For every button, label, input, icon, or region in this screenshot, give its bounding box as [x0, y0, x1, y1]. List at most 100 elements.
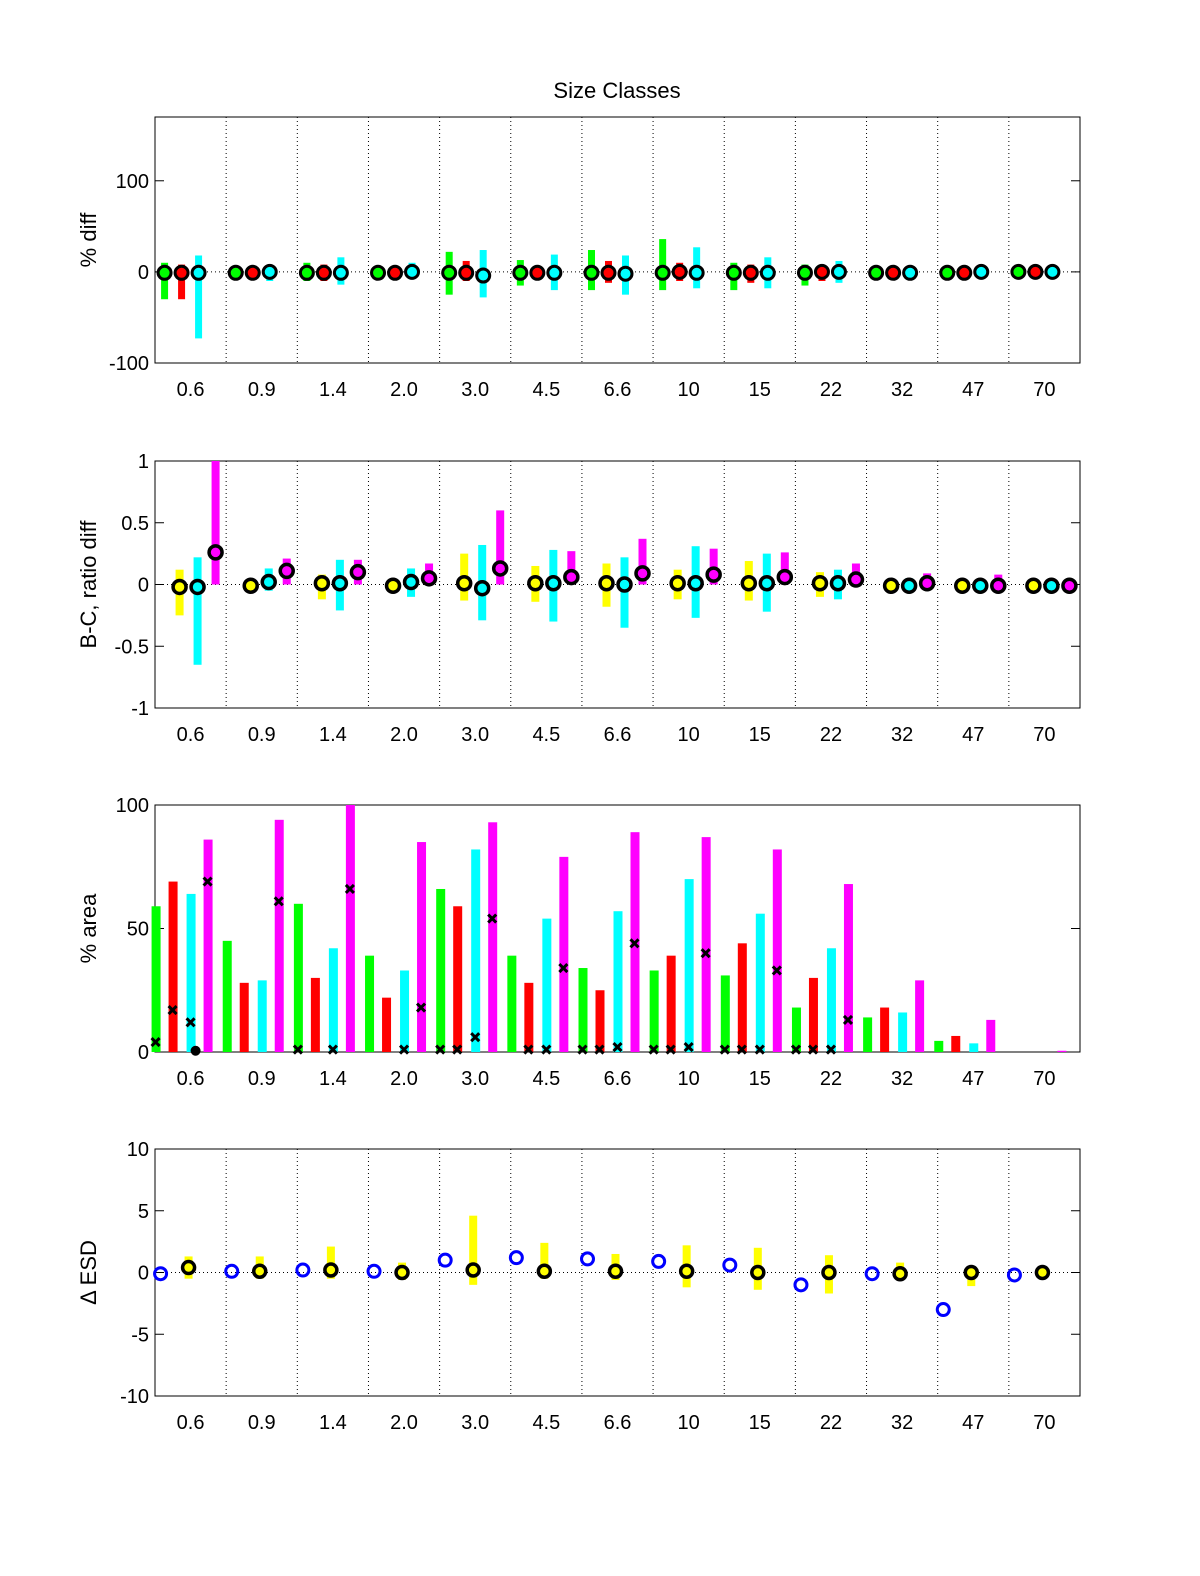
- x-marker: [167, 1004, 178, 1016]
- data-point: [811, 575, 829, 592]
- x-marker: [415, 1002, 427, 1013]
- data-point: [813, 263, 830, 280]
- dot-marker: [190, 1045, 201, 1056]
- x-marker: [594, 1044, 605, 1055]
- bar: [542, 918, 552, 1052]
- bar: [488, 822, 498, 1052]
- bar: [986, 1019, 996, 1052]
- bar: [257, 980, 267, 1052]
- panel-pct-diff: -100 0 100 0.6 0.9 1.4 2.0 3.0 4.5 6.6 10 15 22 32 47 7…: [76, 116, 1081, 401]
- x-tick-label: 0.9: [248, 1412, 276, 1434]
- data-point: [972, 577, 989, 594]
- data-point: [512, 264, 529, 281]
- data-point: [583, 264, 600, 281]
- x-marker: [807, 1044, 819, 1055]
- bar: [613, 911, 623, 1052]
- data-point: [776, 568, 794, 586]
- data-point: [171, 578, 188, 596]
- bar: [559, 856, 569, 1052]
- data-point: [384, 577, 402, 594]
- x-tick-label: 1.4: [319, 1412, 347, 1434]
- range-bar: [496, 510, 505, 585]
- x-tick-label: 15: [749, 1412, 771, 1434]
- x-tick-label: 47: [962, 724, 984, 746]
- range-bar: [161, 262, 169, 300]
- bar: [310, 977, 320, 1052]
- data-point: [882, 577, 900, 594]
- data-point: [173, 264, 190, 281]
- data-point: [251, 1263, 268, 1280]
- x-tick-label: 10: [678, 379, 700, 401]
- data-point: [687, 575, 704, 592]
- bar: [239, 982, 249, 1052]
- x-tick-label: 0.9: [248, 724, 276, 746]
- bar: [186, 893, 196, 1052]
- x-tick-label: 10: [678, 1068, 700, 1090]
- y-tick-label: 0: [138, 575, 149, 597]
- bar: [274, 819, 284, 1052]
- x-tick-label: 2.0: [390, 724, 418, 746]
- bar: [168, 881, 178, 1052]
- bar: [880, 1007, 890, 1052]
- x-tick-label: 22: [820, 724, 842, 746]
- bar: [293, 903, 303, 1052]
- data-point: [750, 1264, 766, 1281]
- data-point: [242, 577, 259, 594]
- data-point: [278, 562, 295, 580]
- x-tick-label: 0.6: [177, 379, 205, 401]
- panel-delta-esd: -10 -5 0 5 10 0.6 0.9 1.4 2.0 3.0 4.5 6.6 10 15 22 32 47…: [76, 1139, 1081, 1434]
- bar: [808, 977, 818, 1052]
- x-marker: [344, 883, 355, 895]
- bar: [915, 980, 925, 1052]
- x-marker: [629, 938, 640, 949]
- x-tick-label: 32: [891, 1412, 913, 1434]
- data-point: [830, 263, 847, 280]
- x-marker: [577, 1044, 588, 1055]
- bar: [951, 1035, 961, 1052]
- x-tick-label: 3.0: [461, 1068, 489, 1090]
- bar: [507, 955, 517, 1052]
- blue-point: [793, 1277, 809, 1293]
- y-tick-label: 100: [116, 795, 149, 817]
- x-tick-label: 70: [1033, 379, 1055, 401]
- data-point: [370, 264, 387, 281]
- x-tick-label: 4.5: [532, 724, 560, 746]
- data-point: [473, 579, 491, 597]
- x-marker: [487, 913, 498, 924]
- x-tick-label: 0.6: [177, 724, 205, 746]
- bar: [666, 955, 676, 1052]
- data-point: [244, 264, 261, 281]
- x-tick-label: 70: [1033, 1412, 1055, 1434]
- range-bar: [195, 255, 203, 339]
- range-bar: [638, 538, 647, 585]
- x-marker: [736, 1044, 747, 1055]
- x-tick-label: 2.0: [390, 1412, 418, 1434]
- data-point: [441, 264, 458, 281]
- data-point: [671, 263, 688, 280]
- data-point: [829, 575, 847, 592]
- axes-frame: [154, 116, 1081, 364]
- x-marker: [790, 1044, 802, 1055]
- data-point: [678, 1263, 695, 1280]
- bar: [826, 948, 836, 1052]
- figure-title: Size Classes: [553, 78, 680, 103]
- x-marker: [665, 1044, 676, 1055]
- bar: [720, 975, 730, 1052]
- data-point: [349, 563, 367, 581]
- data-point: [387, 264, 404, 281]
- data-point: [475, 267, 492, 284]
- x-marker: [452, 1044, 463, 1055]
- x-tick-label: 6.6: [604, 1068, 632, 1090]
- bar: [524, 982, 534, 1052]
- blue-point: [935, 1302, 951, 1318]
- y-tick-label: -100: [109, 353, 149, 375]
- x-tick-label: 1.4: [319, 379, 347, 401]
- x-tick-label: 6.6: [604, 379, 632, 401]
- blue-point: [153, 1266, 169, 1282]
- bar: [737, 943, 747, 1052]
- data-point: [298, 264, 315, 281]
- data-point: [963, 1264, 980, 1281]
- x-marker: [150, 1037, 161, 1048]
- x-marker: [754, 1044, 765, 1055]
- x-tick-label: 4.5: [532, 379, 560, 401]
